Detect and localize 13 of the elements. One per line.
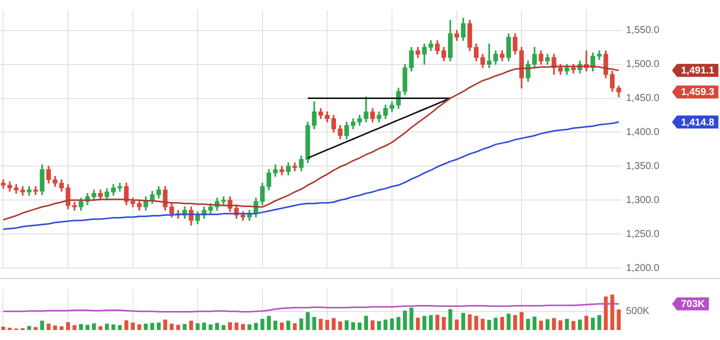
y-tick-label: 1,200.0 — [626, 262, 660, 274]
y-tick-label: 1,550.0 — [626, 25, 660, 36]
y-tick-label: 1,400.0 — [626, 126, 660, 138]
text: 1,414.8 — [681, 117, 715, 128]
text: 703K — [681, 299, 706, 310]
y-tick-label: 1,500.0 — [626, 59, 660, 70]
y-tick-label: 1,350.0 — [626, 160, 660, 172]
y-tick-label: 1,450.0 — [626, 93, 660, 104]
y-tick-label: 1,300.0 — [626, 194, 660, 206]
y-tick-label: 500K — [626, 306, 650, 318]
text: 1,491.1 — [681, 66, 715, 77]
text: 1,459.3 — [681, 87, 715, 98]
y-tick-label: 1,250.0 — [626, 228, 660, 240]
